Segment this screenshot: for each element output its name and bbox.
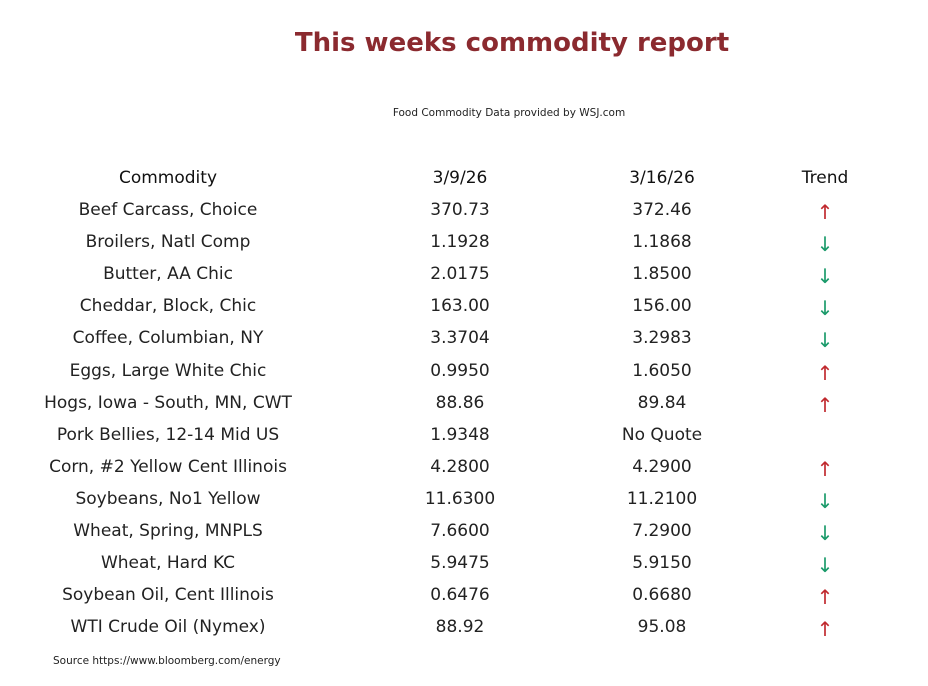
cell: 0.6476 xyxy=(430,585,490,606)
cell: 0.9950 xyxy=(430,360,490,381)
cell: 5.9150 xyxy=(632,553,692,574)
title: This weeks commodity report xyxy=(294,28,730,58)
column-header: 3/9/26 xyxy=(432,168,488,188)
cell: Cheddar, Block, Chic xyxy=(79,296,257,317)
trend-arrow: ↓ xyxy=(816,553,834,578)
cell: 1.8500 xyxy=(632,264,692,285)
source-note: Source https://www.bloomberg.com/energy xyxy=(53,655,281,667)
trend-arrow: ↓ xyxy=(816,488,834,513)
cell: Wheat, Hard KC xyxy=(100,553,236,574)
cell: 95.08 xyxy=(637,617,687,638)
cell: 2.0175 xyxy=(430,264,490,285)
trend-arrow: ↑ xyxy=(816,617,834,642)
cell: WTI Crude Oil (Nymex) xyxy=(70,617,266,638)
cell: 89.84 xyxy=(637,392,687,413)
cell: Soybean Oil, Cent Illinois xyxy=(62,585,274,606)
trend-arrow: ↓ xyxy=(816,296,834,321)
column-header: Trend xyxy=(801,168,849,188)
cell: 88.86 xyxy=(435,392,485,413)
cell: Wheat, Spring, MNPLS xyxy=(73,521,263,541)
cell: 3.3704 xyxy=(430,328,490,349)
cell: No Quote xyxy=(621,424,703,445)
trend-arrow: ↑ xyxy=(816,392,834,417)
trend-arrow: ↑ xyxy=(816,360,834,385)
cell: 4.2900 xyxy=(632,456,692,477)
cell: 163.00 xyxy=(430,296,490,317)
cell: Pork Bellies, 12-14 Mid US xyxy=(56,424,280,445)
trend-arrow: ↑ xyxy=(816,200,834,224)
cell: 7.6600 xyxy=(430,521,490,541)
trend-arrow: ↓ xyxy=(816,232,834,257)
cell: 5.9475 xyxy=(430,553,490,574)
column-header: Commodity xyxy=(118,168,218,188)
cell: 3.2983 xyxy=(632,328,692,349)
cell: 0.6680 xyxy=(632,585,692,606)
cell: 1.1928 xyxy=(430,232,490,253)
cell: Beef Carcass, Choice xyxy=(78,200,258,220)
cell: Butter, AA Chic xyxy=(103,264,233,285)
cell: 1.1868 xyxy=(632,232,692,253)
trend-arrow: ↓ xyxy=(816,264,834,289)
cell: 156.00 xyxy=(632,296,692,317)
cell: 372.46 xyxy=(632,200,692,220)
trend-arrow: ↓ xyxy=(816,521,834,545)
cell: Coffee, Columbian, NY xyxy=(72,328,264,349)
cell: 11.2100 xyxy=(626,488,698,509)
cell: 4.2800 xyxy=(430,456,490,477)
cell: Broilers, Natl Comp xyxy=(85,232,251,253)
cell: Hogs, Iowa - South, MN, CWT xyxy=(44,392,292,413)
cell: 7.2900 xyxy=(632,521,692,541)
cell: 1.9348 xyxy=(430,424,490,445)
cell: 1.6050 xyxy=(632,360,692,381)
cell: 11.6300 xyxy=(424,488,496,509)
subtitle: Food Commodity Data provided by WSJ.com xyxy=(392,107,626,119)
column-header: 3/16/26 xyxy=(629,168,695,188)
trend-arrow: ↑ xyxy=(816,585,834,610)
cell: Eggs, Large White Chic xyxy=(69,360,267,381)
cell: Corn, #2 Yellow Cent Illinois xyxy=(49,456,287,477)
cell: Soybeans, No1 Yellow xyxy=(75,488,261,509)
cell: 370.73 xyxy=(430,200,490,220)
trend-arrow: ↓ xyxy=(816,328,834,353)
cell: 88.92 xyxy=(435,617,485,638)
trend-arrow: ↑ xyxy=(816,456,834,481)
